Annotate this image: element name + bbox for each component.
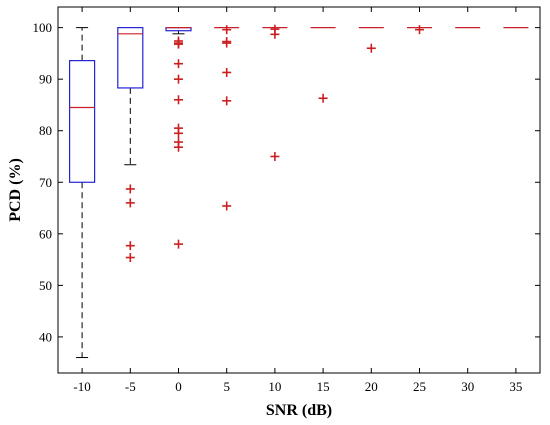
y-tick-label: 90 — [39, 72, 52, 87]
x-tick-label: -5 — [125, 379, 136, 394]
iqr-box — [68, 60, 96, 183]
outlier-marker — [174, 95, 183, 105]
y-axis-title: PCD (%) — [7, 158, 24, 222]
y-tick-label: 80 — [39, 123, 52, 138]
x-tick-label: 5 — [223, 379, 230, 394]
x-axis: -10 -5 0 5 10 15 20 25 30 35 — [73, 7, 522, 394]
x-tick-label: 15 — [317, 379, 330, 394]
box-group-0 — [165, 27, 192, 249]
y-tick-label: 100 — [33, 20, 53, 35]
box-group-20 — [358, 27, 384, 53]
x-tick-label: 35 — [509, 379, 522, 394]
plot-frame — [57, 6, 541, 374]
plot-marks — [68, 24, 529, 359]
x-tick-label: 20 — [365, 379, 378, 394]
box-group-15 — [310, 27, 336, 103]
box-group-5 — [214, 25, 240, 211]
outlier-marker — [125, 253, 135, 263]
x-tick-label: 10 — [268, 379, 281, 394]
outlier-marker — [125, 184, 135, 194]
outlier-marker — [270, 29, 280, 39]
outlier-marker — [174, 239, 183, 249]
iqr-box — [117, 27, 144, 89]
box-group-10 — [262, 24, 288, 161]
x-tick-label: 25 — [413, 379, 426, 394]
outlier-marker — [222, 67, 232, 77]
outlier-marker — [174, 39, 183, 49]
outlier-marker — [125, 241, 135, 251]
outlier-marker — [318, 93, 328, 103]
box-group--5 — [117, 27, 144, 263]
y-axis: 40 50 60 70 80 90 100 — [33, 20, 540, 344]
outlier-marker — [270, 151, 280, 161]
outlier-marker — [415, 25, 424, 35]
outlier-marker — [174, 128, 183, 138]
x-tick-label: 30 — [461, 379, 474, 394]
outlier-marker — [174, 142, 183, 152]
x-tick-label: -10 — [73, 379, 90, 394]
outlier-marker — [366, 43, 376, 53]
y-tick-label: 40 — [39, 329, 52, 344]
outlier-marker — [222, 38, 232, 48]
y-tick-label: 60 — [39, 226, 52, 241]
x-tick-label: 0 — [175, 379, 182, 394]
outlier-marker — [222, 25, 232, 35]
box-group--10 — [68, 27, 96, 359]
outlier-marker — [125, 198, 135, 208]
y-tick-label: 50 — [39, 278, 52, 293]
outlier-marker — [174, 74, 183, 84]
box-group-25 — [407, 25, 432, 35]
outlier-marker — [174, 59, 183, 69]
y-tick-label: 70 — [39, 175, 52, 190]
outlier-marker — [222, 96, 232, 106]
outlier-marker — [222, 201, 232, 211]
x-axis-title: SNR (dB) — [266, 402, 332, 419]
